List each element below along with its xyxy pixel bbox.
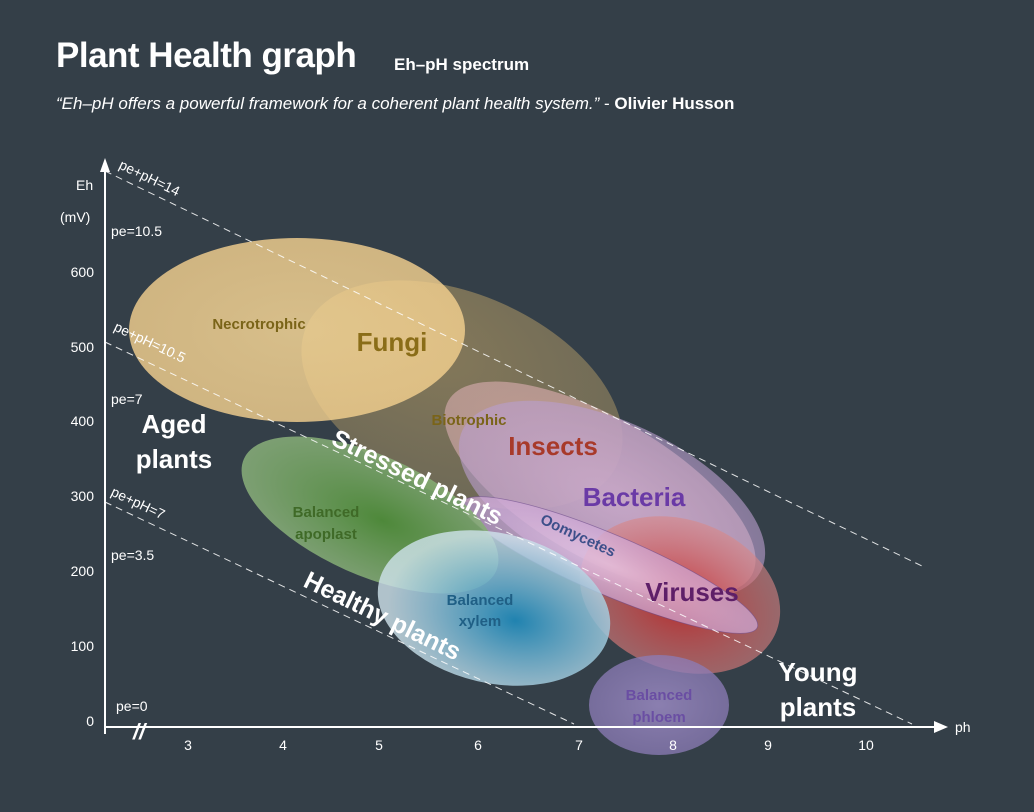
- viruses-label: Viruses: [645, 577, 738, 607]
- x-tick-label: 3: [184, 737, 192, 753]
- quote-separator: -: [599, 94, 615, 113]
- aged-plants-label: Aged: [142, 409, 207, 439]
- x-axis-label: ph: [955, 719, 971, 735]
- x-axis-arrow: [934, 721, 948, 733]
- quote: “Eh–pH offers a powerful framework for a…: [56, 94, 734, 114]
- y-axis-arrow: [100, 158, 110, 172]
- y-tick-label: 200: [71, 563, 95, 579]
- x-tick-label: 8: [669, 737, 677, 753]
- phloem-label: phloem: [632, 709, 685, 726]
- isoline-pe-ph-14: [104, 170, 923, 567]
- bacteria-label: Bacteria: [583, 482, 686, 512]
- x-tick-label: 10: [858, 737, 874, 753]
- y-axis-label: Eh: [76, 177, 93, 193]
- fungi-label: Fungi: [357, 327, 428, 357]
- y-tick-label: 400: [71, 413, 95, 429]
- young-plants-label: plants: [780, 692, 857, 722]
- xylem-label: xylem: [459, 613, 502, 630]
- pe-label: pe=0: [116, 698, 148, 714]
- aged-plants-label: plants: [136, 444, 213, 474]
- axis-break-mark: //: [132, 719, 148, 744]
- xylem-region: [377, 530, 611, 686]
- necrotrophic-label: Necrotrophic: [212, 316, 305, 333]
- young-plants-label: Young: [779, 657, 858, 687]
- quote-text: “Eh–pH offers a powerful framework for a…: [56, 94, 600, 113]
- x-tick-label: 6: [474, 737, 482, 753]
- necrotrophic-region: [129, 238, 465, 422]
- isoline-pe-ph-10-5: [104, 341, 913, 725]
- isoline-label: pe+pH=7: [109, 483, 168, 522]
- isoline-pe-ph-7: [104, 501, 575, 725]
- page-subtitle: Eh–pH spectrum: [394, 55, 530, 74]
- y-axis-unit: (mV): [60, 209, 90, 225]
- y-tick-label: 100: [71, 638, 95, 654]
- page-title: Plant Health graph: [56, 36, 357, 75]
- y-tick-label: 500: [71, 339, 95, 355]
- insects-label: Insects: [508, 431, 598, 461]
- xylem-label: Balanced: [447, 592, 514, 609]
- y-tick-label: 300: [71, 488, 95, 504]
- apoplast-label: apoplast: [295, 526, 357, 543]
- x-tick-label: 9: [764, 737, 772, 753]
- y-tick-label: 0: [86, 713, 94, 729]
- pe-label: pe=3.5: [111, 547, 154, 563]
- phloem-region: [589, 655, 729, 755]
- x-tick-label: 7: [575, 737, 583, 753]
- biotrophic-label: Biotrophic: [432, 412, 507, 429]
- phloem-label: Balanced: [626, 687, 693, 704]
- apoplast-label: Balanced: [293, 504, 360, 521]
- quote-author: Olivier Husson: [614, 94, 735, 113]
- x-tick-label: 5: [375, 737, 383, 753]
- x-tick-label: 4: [279, 737, 287, 753]
- y-tick-label: 600: [71, 264, 95, 280]
- pe-label: pe=7: [111, 391, 143, 407]
- pe-label: pe=10.5: [111, 223, 162, 239]
